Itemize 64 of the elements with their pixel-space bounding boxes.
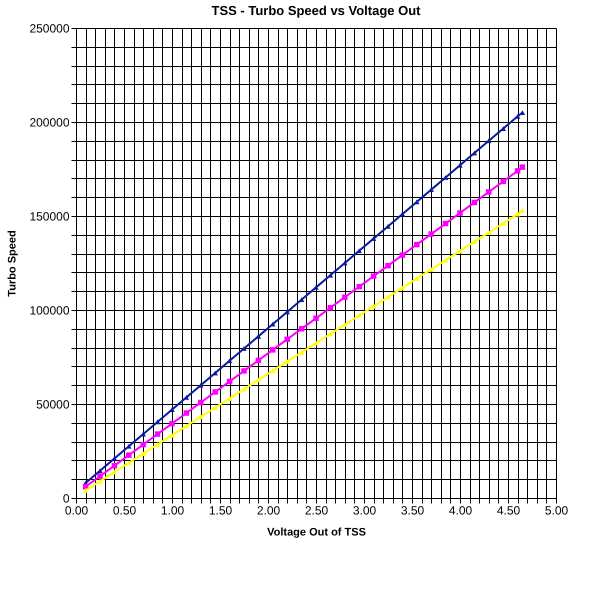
point [457, 248, 463, 254]
point [126, 452, 132, 458]
x-tick-label: 2.50 [304, 504, 328, 518]
point [270, 368, 276, 374]
x-tick-label: 4.00 [448, 504, 472, 518]
x-tick-label: 1.00 [160, 504, 184, 518]
point [298, 326, 304, 332]
point [370, 304, 376, 309]
point [356, 284, 362, 290]
point [328, 305, 334, 310]
point [241, 368, 247, 374]
x-tick-label: 0.50 [112, 504, 136, 518]
point [112, 462, 118, 468]
point [212, 389, 218, 395]
y-tick-label: 200000 [29, 116, 70, 130]
point [140, 442, 146, 448]
point [400, 252, 406, 258]
x-tick-label: 5.00 [544, 504, 568, 518]
y-tick-label: 250000 [29, 22, 70, 36]
point [256, 358, 262, 364]
y-tick-label: 50000 [36, 398, 70, 412]
point [169, 432, 175, 438]
point [82, 488, 88, 493]
x-tick-label: 0.00 [64, 504, 88, 518]
point [256, 378, 262, 382]
point [97, 473, 103, 479]
x-axis-title: Voltage Out of TSS [267, 526, 366, 538]
point [126, 460, 132, 466]
y-tick-label: 150000 [29, 210, 70, 224]
x-tick-label: 4.50 [496, 504, 520, 518]
point [154, 431, 160, 437]
x-tick-label: 3.00 [352, 504, 376, 518]
point [270, 347, 276, 353]
point [226, 378, 232, 384]
y-tick-label: 0 [62, 492, 70, 506]
point [342, 294, 348, 300]
point [428, 231, 434, 237]
y-tick-label: 100000 [29, 304, 70, 318]
point [472, 200, 478, 206]
point [370, 273, 376, 279]
chart-title: TSS - Turbo Speed vs Voltage Out [212, 3, 422, 18]
point [414, 242, 420, 248]
point [198, 414, 204, 420]
point [400, 285, 406, 290]
point [385, 262, 391, 268]
y-axis-title: Turbo Speed [6, 230, 18, 297]
point [442, 220, 448, 226]
point [514, 168, 520, 174]
point [520, 164, 526, 170]
point [486, 230, 492, 235]
point [198, 400, 204, 406]
point [184, 410, 190, 416]
point [486, 189, 492, 195]
point [472, 239, 478, 244]
x-tick-label: 1.50 [208, 504, 232, 518]
point [284, 336, 290, 342]
point [500, 178, 506, 184]
point [328, 332, 334, 336]
point [313, 316, 319, 322]
point [298, 350, 304, 355]
point [97, 478, 103, 484]
point [169, 420, 175, 426]
x-tick-label: 2.00 [256, 504, 280, 518]
x-tick-label: 3.50 [400, 504, 424, 518]
